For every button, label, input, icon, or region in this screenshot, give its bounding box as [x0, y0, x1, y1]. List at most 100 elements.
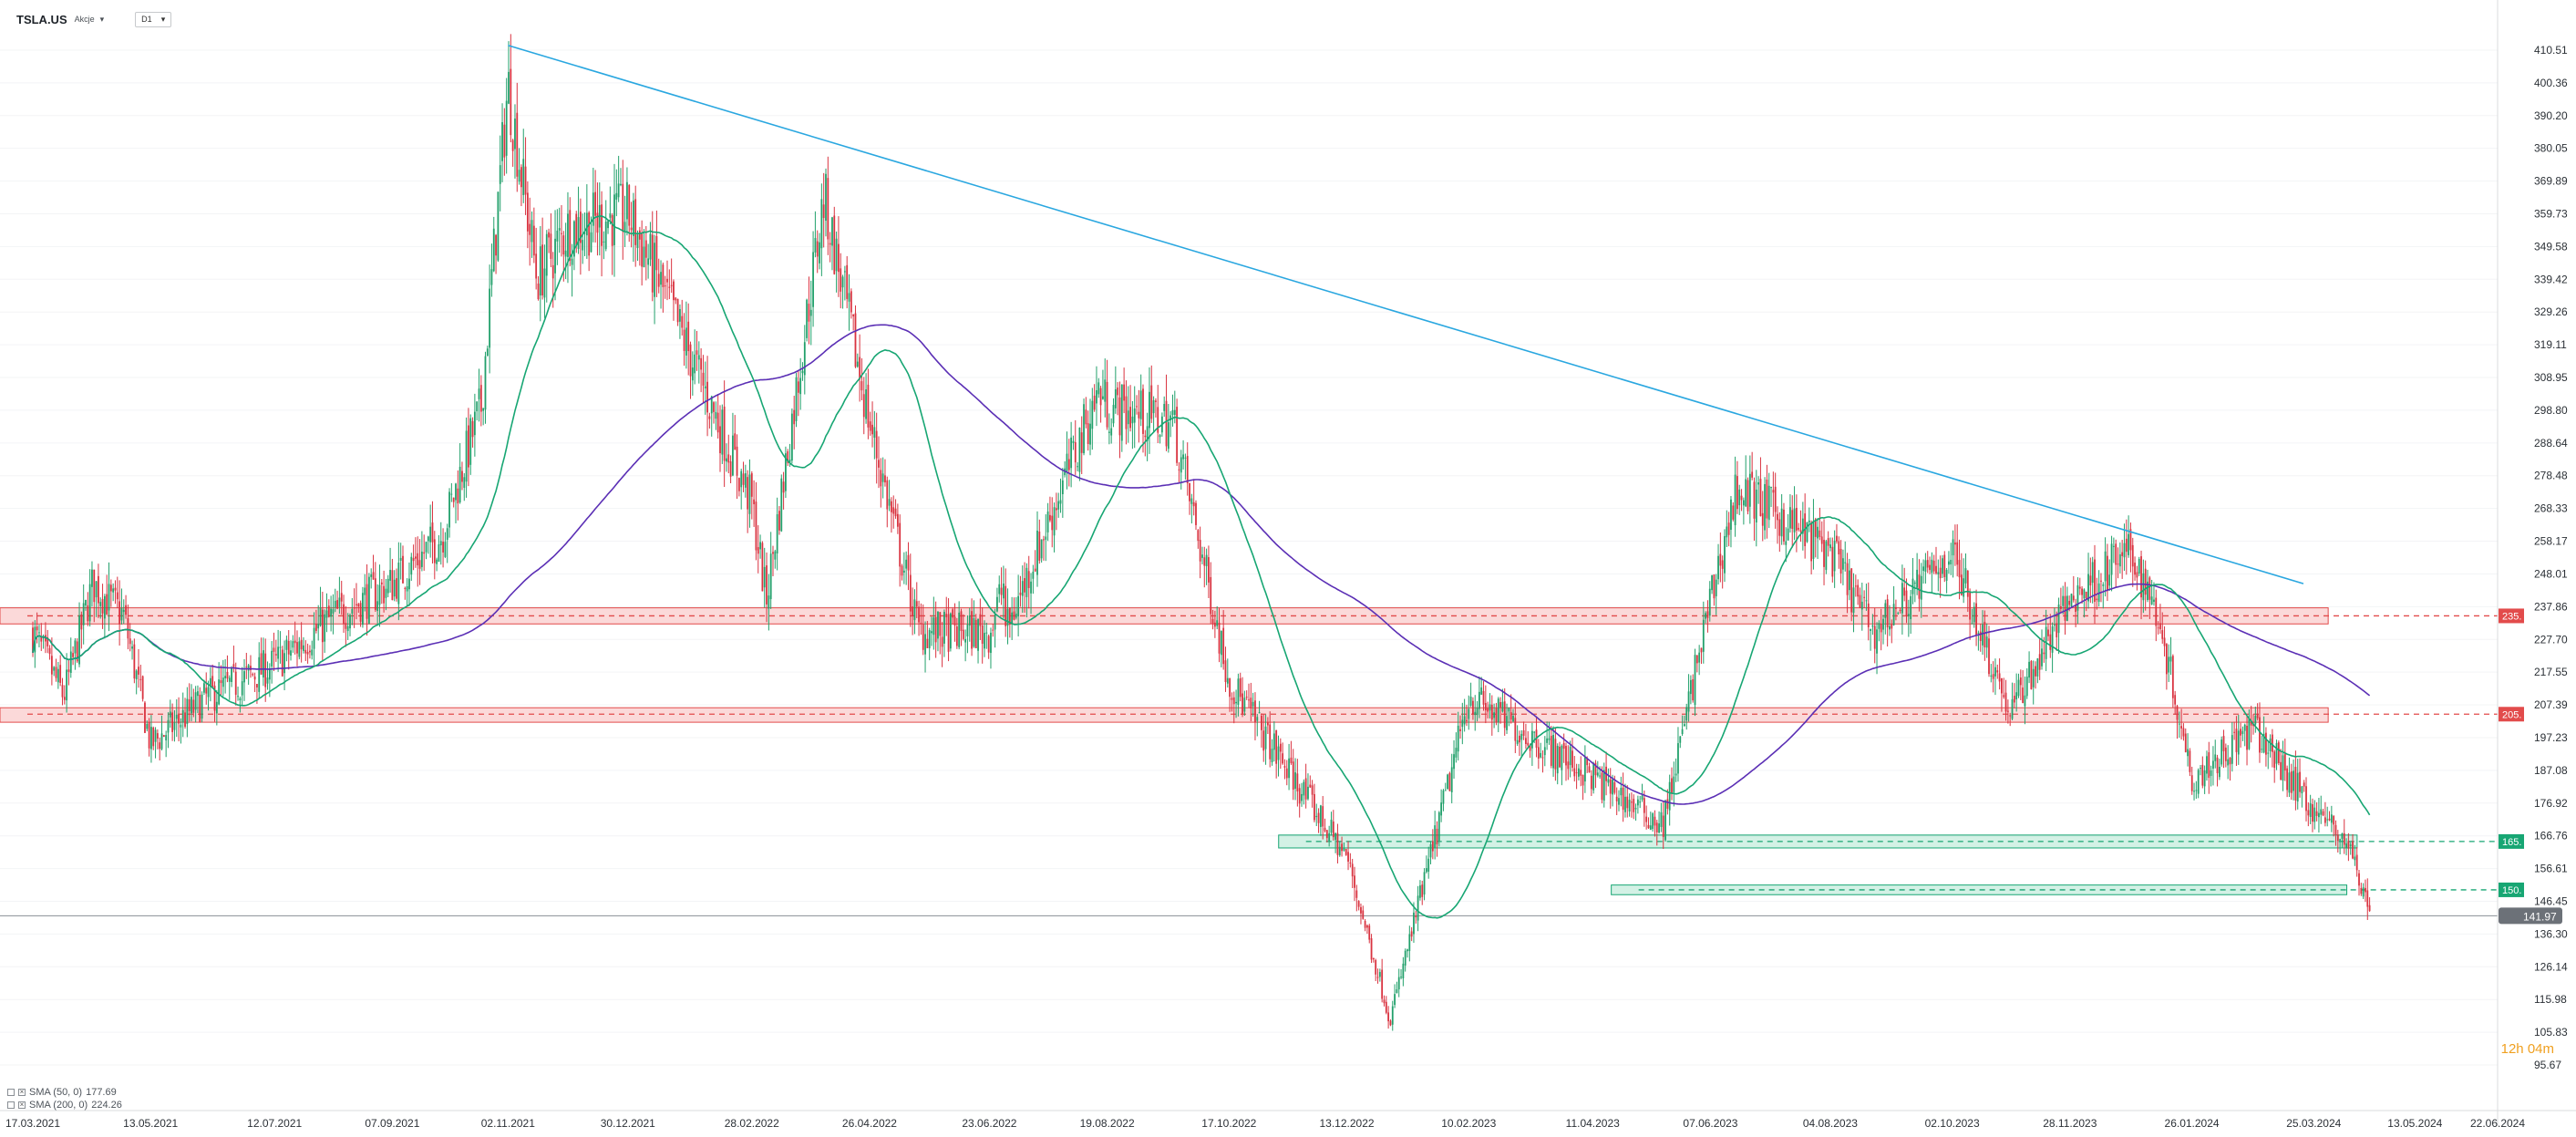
candle-body [787, 450, 789, 463]
candle-body [933, 617, 935, 636]
settings-icon[interactable] [7, 1101, 15, 1109]
candle-body [2210, 770, 2212, 776]
candle-body [1717, 555, 1719, 580]
candle-body [463, 477, 466, 488]
candle-body [1419, 885, 1421, 898]
candle-body [683, 329, 685, 351]
indicator-sma-200[interactable]: × SMA (200, 0) 224.26 [7, 1100, 122, 1111]
x-tick-label: 28.02.2022 [725, 1117, 779, 1130]
candle-body [1262, 730, 1265, 751]
candle-body [231, 667, 232, 682]
candle-body [1429, 843, 1432, 858]
candle-body [2267, 752, 2270, 754]
candle-body [220, 680, 222, 684]
candle-body [1334, 832, 1337, 841]
candle-body [1814, 519, 1817, 537]
candle-body [1002, 584, 1005, 599]
candle-body [2203, 770, 2206, 787]
candle-body [1304, 778, 1307, 800]
candle-body [1671, 778, 1673, 793]
candle-body [290, 650, 292, 656]
candle-body [180, 724, 182, 728]
close-icon[interactable]: × [18, 1088, 26, 1096]
candle-body [410, 556, 413, 575]
candle-body [825, 173, 827, 222]
candle-body [1935, 565, 1937, 574]
candle-body [909, 574, 912, 612]
price-axis[interactable]: 410.51 400.36 390.20 380.05 369.89 359.73 349.… [2497, 0, 2568, 1126]
zone-box [0, 707, 2329, 723]
candle-body [2187, 749, 2189, 757]
indicator-label: SMA (50, 0) [29, 1087, 83, 1098]
candle-body [985, 632, 988, 634]
candle-body [1005, 585, 1007, 626]
candle-body [317, 624, 320, 629]
candle-body [1213, 622, 1216, 627]
candle-body [881, 473, 884, 482]
candle-body [2259, 717, 2261, 753]
candle-body [283, 653, 285, 674]
candle-body [1314, 793, 1315, 821]
candle-body [296, 642, 298, 654]
candle-body [666, 278, 668, 283]
candle-body [1343, 848, 1345, 851]
candle-body [332, 609, 335, 614]
candle-body [1093, 395, 1096, 410]
candle-body [2343, 832, 2345, 845]
candle-body [482, 408, 485, 411]
candle-body [2066, 595, 2068, 621]
candle-body [1897, 613, 1900, 615]
candle-body [920, 623, 922, 625]
candle-body [1184, 457, 1187, 459]
candle-body [2108, 574, 2111, 586]
candle-body [1402, 963, 1405, 979]
candle-body [1104, 379, 1107, 402]
candle-body [503, 124, 506, 158]
candle-body [1916, 569, 1919, 588]
candle-body [994, 615, 996, 630]
candle-body [420, 552, 423, 567]
candle-body [266, 677, 269, 684]
candle-body [1341, 843, 1343, 852]
candle-body [1711, 574, 1713, 591]
timeframe-select[interactable]: D1 ▾ [135, 11, 172, 27]
candle-body [139, 678, 142, 680]
candle-body [1950, 559, 1953, 565]
candle-body [1195, 502, 1197, 525]
candle-body [122, 609, 125, 613]
candle-body [311, 649, 314, 656]
candle-body [1561, 745, 1563, 770]
candle-body [2227, 759, 2230, 766]
close-icon[interactable]: × [18, 1101, 26, 1109]
candle-body [1463, 716, 1466, 725]
candle-body [1745, 479, 1747, 507]
candle-body [1501, 701, 1504, 712]
candle-body [1537, 747, 1540, 759]
time-axis[interactable]: 17.03.2021 13.05.2021 12.07.2021 07.09.2021… [0, 1110, 2576, 1130]
candle-body [750, 473, 753, 497]
candle-body [1543, 747, 1546, 756]
candle-body [1732, 505, 1735, 520]
candle-body [1770, 487, 1772, 489]
indicator-sma-50[interactable]: × SMA (50, 0) 177.69 [7, 1087, 117, 1098]
candle-body [1910, 595, 1912, 620]
chevron-down-icon[interactable]: ▾ [99, 14, 105, 24]
settings-icon[interactable] [7, 1089, 15, 1096]
candle-body [2030, 660, 2033, 689]
candle-body [1519, 735, 1520, 743]
candle-body [727, 454, 730, 463]
y-tick-label: 146.45 [2534, 894, 2568, 907]
candle-body [1884, 603, 1887, 618]
symbol-label[interactable]: TSLA.US [16, 12, 67, 26]
candle-body [1994, 667, 1996, 677]
trendline [508, 44, 2304, 584]
candle-body [2125, 538, 2128, 553]
candle-body [571, 258, 573, 265]
support-resistance-zones [0, 607, 2498, 916]
candle-body [670, 284, 673, 286]
x-tick-label: 19.08.2022 [1080, 1117, 1135, 1130]
candle-body [1417, 895, 1419, 921]
candle-body [197, 691, 199, 697]
candle-body [1413, 912, 1415, 935]
